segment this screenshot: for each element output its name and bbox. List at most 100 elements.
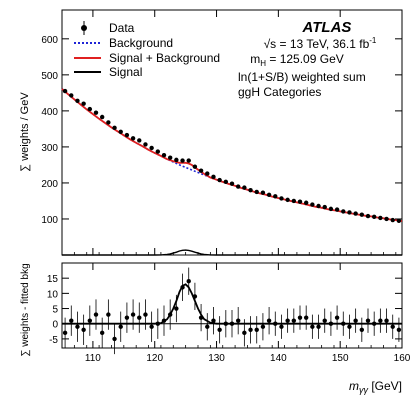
data-point <box>137 315 142 320</box>
data-point <box>328 206 334 212</box>
data-point <box>87 106 93 112</box>
data-point <box>390 324 395 329</box>
data-point <box>217 177 222 183</box>
legend-entry-background: Background <box>74 36 173 50</box>
residual-y-axis-label: ∑ weights - fitted bkg <box>20 263 31 356</box>
data-point <box>69 318 74 323</box>
series-line-background-main <box>61 88 403 222</box>
data-point <box>371 214 377 220</box>
x-axis: 110 120 130 140 150 160 <box>61 10 411 364</box>
data-point <box>99 330 105 336</box>
y-tick-label-residual: 5 <box>52 305 58 316</box>
data-point <box>130 136 136 141</box>
data-point <box>62 88 68 94</box>
data-point <box>316 324 321 329</box>
categories-label: ggH Categories <box>238 85 321 99</box>
data-point <box>229 321 235 326</box>
data-point <box>186 158 191 163</box>
data-point <box>205 171 210 176</box>
higgs-mass-label: mH = 125.09 GeV <box>250 52 344 68</box>
data-point <box>316 203 321 209</box>
x-tick-label: 140 <box>270 353 287 364</box>
residual-plot-frame <box>61 262 403 349</box>
data-point <box>167 155 173 160</box>
data-point <box>112 336 117 342</box>
legend-signal-label: Signal <box>109 65 142 79</box>
data-point <box>198 315 204 320</box>
residual-plot-area <box>62 267 402 355</box>
data-point <box>378 318 383 323</box>
data-point <box>124 315 130 320</box>
data-point <box>341 209 346 214</box>
data-point <box>260 324 266 329</box>
data-point <box>273 194 278 199</box>
legend: Data Background Signal + Background Sign… <box>74 21 220 79</box>
data-point <box>341 321 346 326</box>
data-point <box>192 164 198 169</box>
data-point <box>396 218 402 223</box>
main-panel: 100 200 300 400 500 600 ∑ weights / GeV Data … <box>19 9 403 256</box>
data-point <box>347 210 352 215</box>
data-point <box>260 190 266 195</box>
data-point <box>279 196 284 201</box>
data-point <box>347 324 352 329</box>
data-point <box>291 198 297 204</box>
data-point <box>223 179 229 185</box>
data-point <box>143 312 148 317</box>
data-point <box>161 152 167 158</box>
data-point <box>291 318 297 323</box>
residual-y-axis: -5 0 5 10 15 <box>47 274 402 346</box>
y-tick-label-main: 500 <box>41 71 58 82</box>
data-point <box>235 184 241 189</box>
data-point <box>155 149 161 154</box>
data-point <box>174 306 179 311</box>
data-point <box>99 114 105 120</box>
y-tick-label-main: 100 <box>41 215 58 226</box>
legend-data-marker <box>81 25 87 31</box>
data-point <box>266 318 272 323</box>
data-point <box>155 321 161 326</box>
data-point <box>266 192 272 198</box>
x-tick-label: 160 <box>394 353 411 364</box>
y-tick-label-residual: 0 <box>52 320 58 331</box>
data-point <box>384 318 389 323</box>
legend-entry-data: Data <box>81 21 135 35</box>
main-y-axis: 100 200 300 400 500 600 <box>41 35 402 226</box>
y-tick-label-main: 300 <box>41 143 58 154</box>
y-tick-label-main: 400 <box>41 107 58 118</box>
data-point <box>322 318 327 323</box>
legend-background-label: Background <box>109 36 173 50</box>
legend-data-label: Data <box>109 21 135 35</box>
data-point <box>229 181 235 186</box>
data-point <box>223 321 229 326</box>
data-point <box>149 324 154 329</box>
annotations: ATLAS √s = 13 TeV, 36.1 fb-1 mH = 125.09… <box>238 19 377 99</box>
data-point <box>130 312 136 317</box>
x-axis-label: mγγ [GeV] <box>349 379 402 395</box>
data-point <box>75 98 80 103</box>
data-point <box>81 101 86 106</box>
data-point <box>180 158 185 163</box>
data-point <box>365 318 371 323</box>
residual-panel: -5 0 5 10 15 ∑ weights - fitted bkg <box>20 262 403 357</box>
main-plot-area <box>61 88 403 256</box>
data-point <box>62 330 68 336</box>
data-point <box>384 216 389 222</box>
data-point <box>161 318 167 323</box>
data-point <box>390 217 395 223</box>
data-point <box>118 324 123 329</box>
data-point <box>378 215 383 221</box>
data-point <box>242 185 247 190</box>
data-point <box>192 294 198 299</box>
legend-entry-signal: Signal <box>74 65 142 79</box>
y-tick-label-residual: 15 <box>47 274 59 285</box>
data-point <box>310 202 315 207</box>
data-point <box>106 120 111 125</box>
data-point <box>371 321 377 326</box>
data-point <box>303 200 309 205</box>
data-point <box>359 212 365 217</box>
data-point <box>359 327 365 332</box>
data-point <box>93 110 99 115</box>
data-point <box>254 327 259 332</box>
data-point <box>334 207 340 212</box>
